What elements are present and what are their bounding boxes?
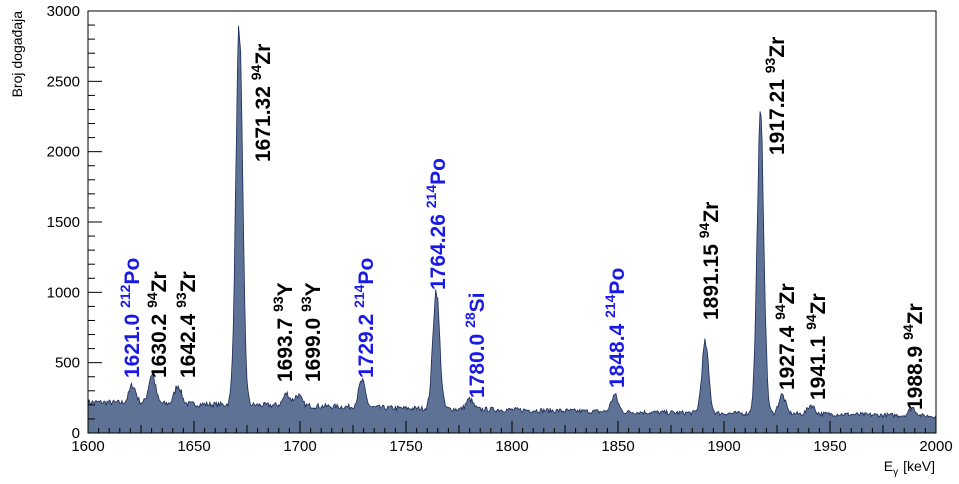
x-axis-title-symbol: E (884, 458, 893, 474)
peak-label: 1927.4 94Zr (772, 283, 799, 390)
peak-label: 1917.21 93Zr (762, 37, 789, 155)
peak-energy: 1699.0 (302, 312, 325, 382)
x-axis-title: Eγ [keV] (884, 458, 935, 478)
peak-mass-number: 214 (423, 185, 439, 209)
peak-energy: 1780.0 (466, 328, 489, 398)
peak-label: 1848.4 214Po (602, 268, 629, 388)
peak-element: Zr (177, 271, 200, 292)
peak-label: 1764.26 214Po (423, 158, 450, 290)
x-tick-label: 2000 (919, 438, 952, 455)
x-tick-label: 1600 (71, 438, 104, 455)
peak-label: 1988.9 94Zr (900, 303, 927, 410)
peak-mass-number: 94 (696, 222, 712, 238)
peak-mass-number: 214 (602, 294, 618, 318)
y-tick-label: 1000 (47, 284, 80, 301)
x-tick-label: 1800 (495, 438, 528, 455)
peak-element: Po (355, 258, 378, 285)
spectrum-series (87, 25, 937, 434)
peak-mass-number: 28 (462, 312, 478, 328)
peak-label: 1941.1 94Zr (803, 293, 830, 400)
peak-element: Y (274, 282, 297, 296)
peak-label: 1642.4 93Zr (173, 271, 200, 378)
y-tick-label: 2500 (47, 73, 80, 90)
x-tick-label: 1750 (389, 438, 422, 455)
plot-area (87, 25, 937, 434)
x-axis-title-subscript: γ (893, 467, 898, 478)
peak-label: 1699.0 93Y (298, 282, 325, 382)
peak-label: 1780.0 28Si (462, 293, 489, 399)
peak-mass-number: 93 (270, 296, 286, 312)
peak-element: Zr (776, 283, 799, 304)
y-tick-label: 500 (55, 355, 80, 372)
x-tick-label: 1850 (601, 438, 634, 455)
peak-energy: 1764.26 (427, 208, 450, 290)
peak-element: Zr (807, 293, 830, 314)
peak-energy: 1630.2 (148, 308, 171, 378)
y-tick-label: 0 (72, 425, 80, 442)
peak-mass-number: 93 (173, 292, 189, 308)
peak-mass-number: 94 (144, 292, 160, 308)
peak-mass-number: 94 (248, 64, 264, 80)
y-tick-label: 3000 (47, 3, 80, 20)
peak-mass-number: 94 (803, 314, 819, 330)
peak-element: Po (427, 158, 450, 185)
peak-mass-number: 94 (772, 304, 788, 320)
peak-energy: 1671.32 (252, 80, 275, 162)
peak-energy: 1927.4 (776, 320, 799, 390)
peak-label: 1630.2 94Zr (144, 271, 171, 378)
peak-energy: 1941.1 (807, 330, 830, 400)
peak-element: Si (466, 293, 489, 313)
x-tick-label: 1700 (283, 438, 316, 455)
peak-element: Zr (766, 37, 789, 58)
peak-label: 1729.2 214Po (351, 258, 378, 378)
x-tick-label: 1950 (813, 438, 846, 455)
peak-element: Y (302, 282, 325, 296)
peak-energy: 1693.7 (274, 312, 297, 382)
peak-element: Zr (252, 44, 275, 65)
y-tick-label: 2000 (47, 144, 80, 161)
peak-energy: 1729.2 (355, 308, 378, 378)
peak-energy: 1891.15 (700, 238, 723, 320)
peak-energy: 1848.4 (606, 318, 629, 388)
peak-label: 1693.7 93Y (270, 282, 297, 382)
y-axis-title: Broj događaja (9, 11, 25, 98)
peak-mass-number: 93 (762, 57, 778, 73)
peak-mass-number: 94 (900, 324, 916, 340)
peak-element: Zr (700, 202, 723, 223)
x-axis: 1600 1650 1700 1750 1800 1850 1900 1950 2000 (71, 421, 953, 455)
peak-mass-number: 212 (117, 284, 133, 308)
x-axis-title-unit: [keV] (903, 458, 935, 474)
peak-label: 1671.32 94Zr (248, 44, 275, 162)
peak-element: Zr (904, 303, 927, 324)
x-tick-label: 1650 (177, 438, 210, 455)
peak-label: 1621.0 212Po (117, 258, 144, 378)
peak-element: Zr (148, 271, 171, 292)
peak-mass-number: 214 (351, 284, 367, 308)
peak-mass-number: 93 (298, 296, 314, 312)
peak-label: 1891.15 94Zr (696, 202, 723, 320)
y-axis: 0 500 1000 1500 2000 2500 3000 (47, 3, 102, 442)
peak-energy: 1621.0 (121, 308, 144, 378)
peak-element: Po (606, 268, 629, 295)
peak-element: Po (121, 258, 144, 285)
peak-energy: 1988.9 (904, 340, 927, 410)
peak-energy: 1917.21 (766, 73, 789, 155)
y-tick-label: 1500 (47, 214, 80, 231)
peak-energy: 1642.4 (177, 308, 200, 378)
x-tick-label: 1900 (707, 438, 740, 455)
